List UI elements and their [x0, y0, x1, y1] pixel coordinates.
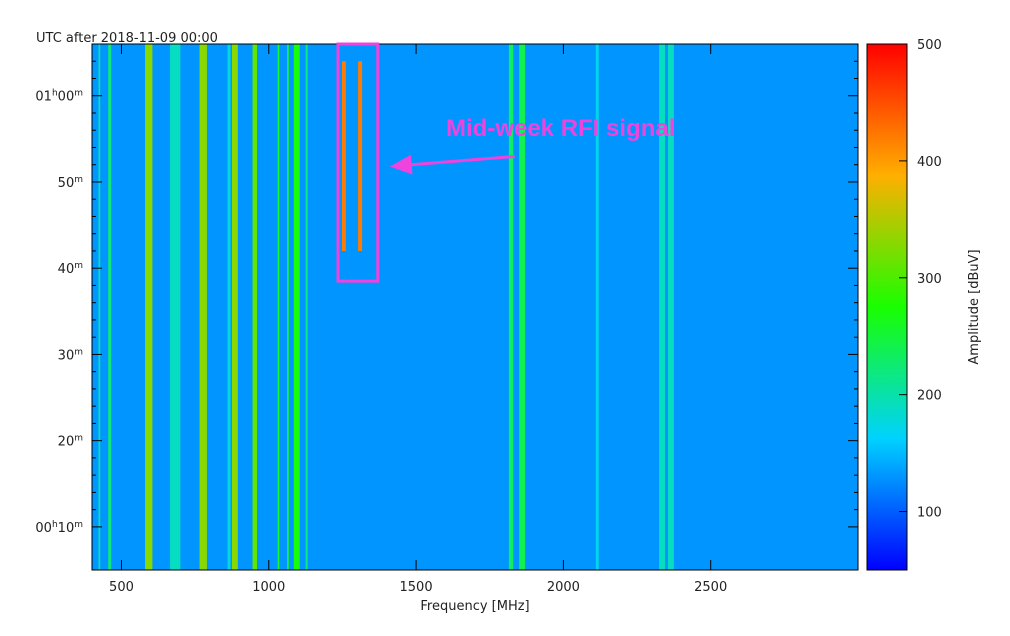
rfi-highlight-box: [336, 42, 380, 283]
plot-frame: [91, 43, 859, 571]
chart-title: UTC after 2018-11-09 00:00: [36, 31, 218, 46]
y-tick-label-1: 20m: [58, 434, 83, 450]
y-tick-label-4: 50m: [58, 175, 83, 191]
colorbar-tick-label-0: 100: [917, 506, 942, 521]
x-tick-label-3: 2000: [547, 580, 580, 595]
colorbar-tick-label-2: 300: [917, 272, 942, 287]
spectral-band-14: [595, 44, 599, 570]
spectral-band-16: [667, 44, 674, 570]
colorbar-label: Amplitude [dBuV]: [967, 249, 982, 364]
y-tick-label-0: 00h10m: [35, 520, 83, 536]
x-tick-label-1: 1000: [252, 580, 285, 595]
spectral-band-0: [98, 44, 101, 570]
spectral-band-2: [145, 44, 153, 570]
colorbar-ticks: 100 200 300 400 500: [899, 38, 942, 521]
spectral-band-1: [108, 44, 112, 570]
rfi-trace-1: [358, 61, 363, 251]
rfi-arrow-line: [407, 154, 515, 167]
colorbar-tick-label-4: 500: [917, 38, 942, 53]
spectral-band-7: [252, 44, 257, 570]
x-tick-label-0: 500: [109, 580, 134, 595]
spectral-band-4: [199, 44, 207, 570]
rfi-annotation-label: Mid-week RFI signal: [446, 115, 675, 142]
x-axis-title: Frequency [MHz]: [420, 599, 529, 614]
spectral-band-15: [659, 44, 666, 570]
x-tick-label-2: 1500: [400, 580, 433, 595]
spectral-band-13: [519, 44, 526, 570]
spectral-band-5: [227, 44, 231, 570]
y-tick-label-2: 30m: [58, 347, 83, 363]
rfi-annotation: Mid-week RFI signal: [336, 42, 675, 283]
y-axis-ticks: 00h10m 20m 30m 40m 50m 01h00m: [35, 60, 858, 536]
spectral-band-9: [287, 44, 289, 570]
x-tick-label-4: 2500: [694, 580, 727, 595]
y-tick-label-5: 01h00m: [35, 89, 83, 105]
spectral-band-6: [231, 44, 238, 570]
spectral-band-8: [277, 44, 280, 570]
rfi-trace-0: [341, 61, 346, 251]
y-tick-label-3: 40m: [58, 261, 83, 277]
rfi-arrow-head: [389, 154, 413, 175]
colorbar-tick-label-1: 200: [917, 389, 942, 404]
spectral-band-10: [293, 44, 300, 570]
rfi-signal-traces: [341, 61, 363, 251]
spectrogram-bands: [98, 44, 674, 570]
plot-background: [92, 44, 858, 570]
spectral-band-11: [305, 44, 308, 570]
spectral-band-3: [170, 44, 181, 570]
x-axis-ticks: 500 1000 1500 2000 2500: [109, 44, 727, 595]
colorbar-tick-label-3: 400: [917, 155, 942, 170]
colorbar: [866, 43, 908, 571]
spectral-band-12: [508, 44, 514, 570]
